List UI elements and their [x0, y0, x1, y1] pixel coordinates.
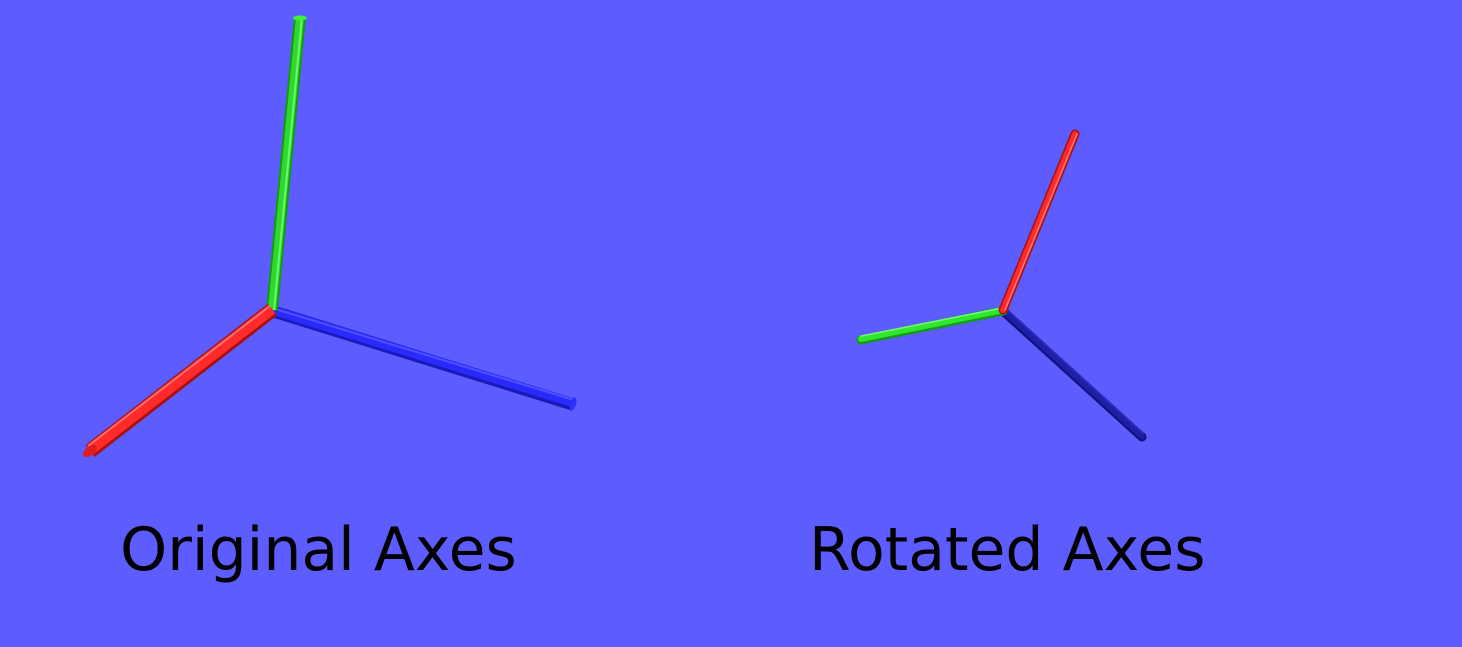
rotated-y-axis	[856, 306, 1008, 345]
rotated-axes-caption: Rotated Axes	[809, 515, 1206, 585]
rotated-z-axis	[998, 306, 1147, 442]
original-axes-caption: Original Axes	[120, 515, 517, 585]
rotated-x-axis	[998, 129, 1080, 315]
original-axes-panel	[83, 15, 577, 458]
original-y-axis	[266, 15, 307, 311]
original-x-axis	[83, 304, 277, 458]
rotated-axes-panel	[856, 129, 1147, 442]
original-z-axis	[270, 305, 577, 411]
